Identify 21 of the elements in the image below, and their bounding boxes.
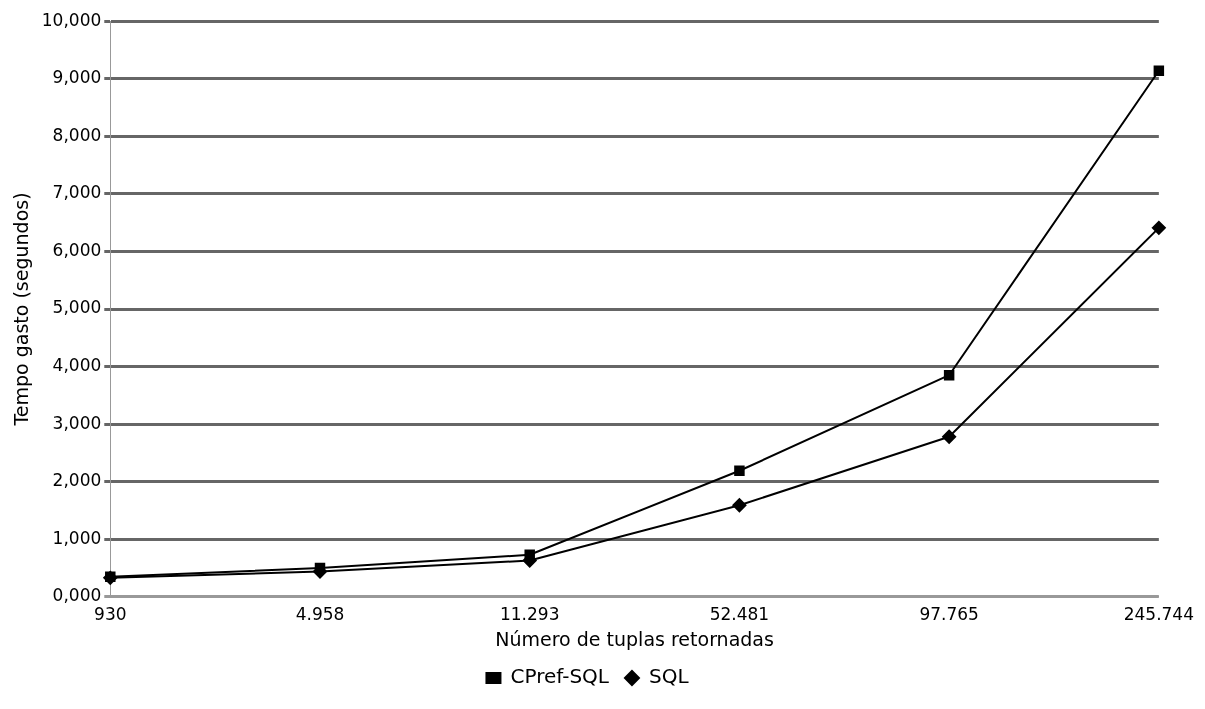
x-tick-label: 11.293 [499, 604, 560, 625]
x-axis-title: Número de tuplas retornadas [495, 627, 774, 650]
y-tick-label: 8,000 [52, 124, 102, 145]
legend-label: SQL [648, 664, 690, 689]
x-tick-label: 52.481 [709, 604, 770, 625]
y-tick-label: 0,000 [52, 585, 102, 606]
legend-label: CPref-SQL [510, 664, 610, 689]
y-tick-label: 9,000 [52, 67, 102, 88]
y-tick-label: 2,000 [52, 470, 102, 491]
x-tick-label: 245.744 [1123, 604, 1195, 625]
y-tick-label: 7,000 [52, 182, 102, 203]
y-tick-label: 4,000 [52, 354, 102, 375]
x-tick-label: 930 [94, 604, 127, 625]
x-tick-label: 97.765 [919, 604, 979, 625]
y-tick-label: 1,000 [52, 527, 102, 548]
y-axis-title: Tempo gasto (segundos) [10, 192, 33, 427]
x-tick-label: 4.958 [295, 604, 345, 625]
y-tick-label: 10,000 [41, 9, 102, 30]
y-tick-label: 6,000 [52, 239, 102, 260]
y-tick-label: 3,000 [52, 412, 102, 433]
y-tick-label: 5,000 [52, 297, 102, 318]
